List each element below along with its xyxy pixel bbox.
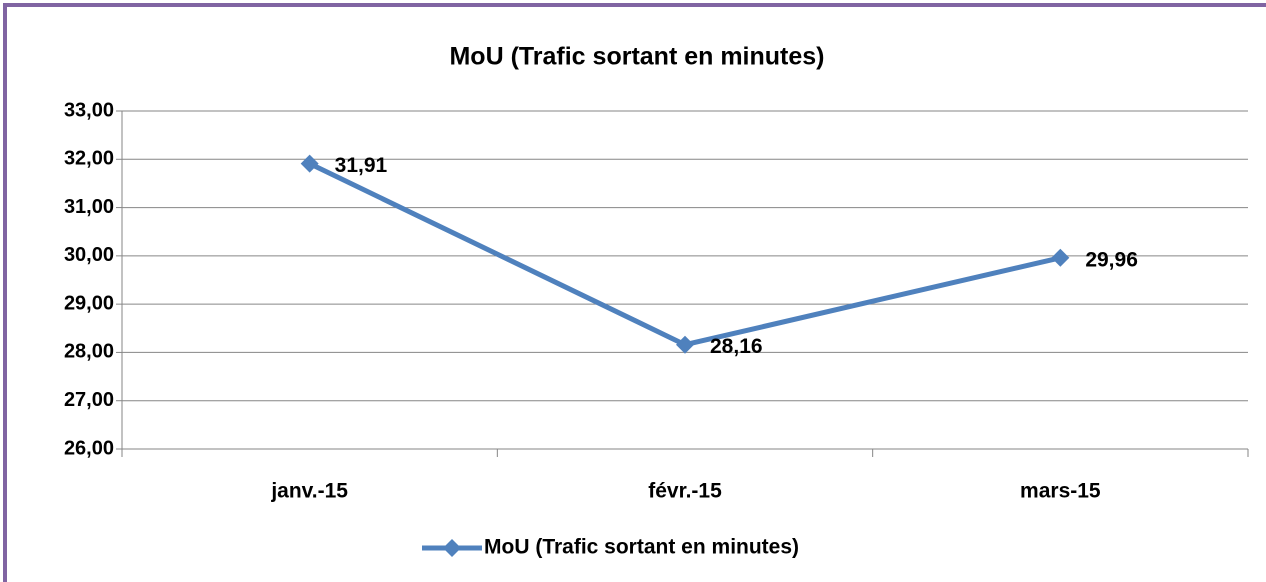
x-tick-label: mars-15: [1020, 480, 1101, 503]
y-tick-label: 31,00: [64, 196, 114, 218]
data-label: 29,96: [1085, 248, 1138, 271]
chart-title: MoU (Trafic sortant en minutes): [449, 43, 824, 71]
data-label: 28,16: [710, 335, 763, 358]
legend-label: MoU (Trafic sortant en minutes): [484, 536, 799, 559]
y-tick-label: 26,00: [64, 437, 114, 459]
marker: [300, 154, 319, 173]
y-tick-label: 28,00: [64, 341, 114, 363]
y-tick-label: 32,00: [64, 148, 114, 170]
legend-marker: [443, 539, 461, 557]
y-tick-label: 33,00: [64, 99, 114, 121]
y-tick-label: 29,00: [64, 292, 114, 314]
y-tick-label: 27,00: [64, 389, 114, 411]
marker: [1051, 248, 1070, 267]
x-tick-label: janv.-15: [270, 480, 348, 503]
x-tick-label: févr.-15: [648, 480, 722, 503]
marker: [676, 335, 694, 354]
data-label: 31,91: [335, 154, 388, 177]
y-tick-label: 30,00: [64, 244, 114, 266]
